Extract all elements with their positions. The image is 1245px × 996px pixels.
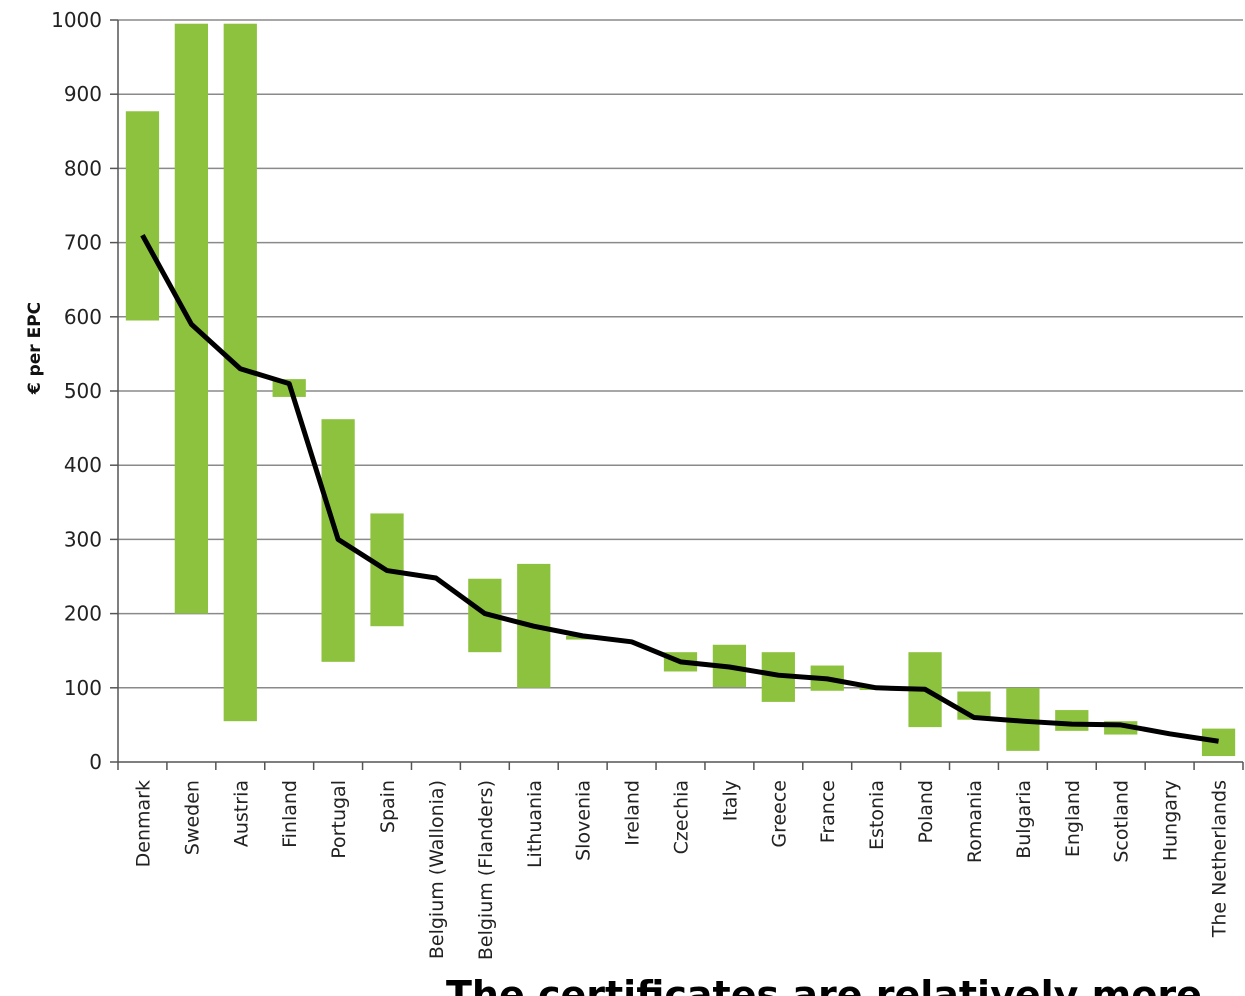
x-category-label: Denmark: [132, 780, 154, 867]
y-tick-label: 100: [64, 676, 102, 700]
y-tick-label: 300: [64, 527, 102, 551]
x-category-label: Austria: [230, 780, 252, 847]
x-category-label: Bulgaria: [1013, 780, 1035, 859]
x-category-label: England: [1062, 780, 1084, 857]
range-bar: [174, 23, 208, 614]
y-axis-ticks: 0 100 200 300 400 500 600 700 800 900 1000: [51, 8, 118, 774]
y-tick-label: 400: [64, 453, 102, 477]
x-category-label: Poland: [915, 780, 937, 843]
x-category-label: Lithuania: [524, 780, 546, 868]
x-category-label: The Netherlands: [1209, 780, 1231, 938]
y-tick-label: 600: [64, 305, 102, 329]
x-axis-category-labels: Denmark Sweden Austria Finland Portugal Spain…: [132, 780, 1230, 960]
x-category-label: Hungary: [1160, 780, 1182, 861]
range-bar: [1055, 710, 1089, 731]
x-category-label: Portugal: [328, 780, 350, 859]
range-bar: [1201, 728, 1236, 757]
y-tick-label: 200: [64, 602, 102, 626]
x-category-label: Slovenia: [573, 780, 595, 861]
y-tick-label: 800: [64, 156, 102, 180]
x-category-label: Estonia: [866, 780, 888, 850]
x-category-label: Belgium (Wallonia): [426, 780, 448, 959]
y-tick-label: 700: [64, 231, 102, 255]
x-category-label: Spain: [377, 780, 399, 833]
y-tick-label: 900: [64, 82, 102, 106]
x-category-label: Italy: [719, 780, 741, 821]
axes: [117, 20, 1244, 770]
y-tick-label: 0: [89, 750, 102, 774]
x-category-label: Greece: [768, 780, 790, 848]
y-tick-label: 500: [64, 379, 102, 403]
range-bar: [125, 111, 160, 321]
x-category-label: Scotland: [1111, 780, 1133, 863]
x-category-label: Czechia: [671, 780, 693, 854]
x-category-label: Ireland: [622, 780, 644, 846]
caption: The certificates are relatively more: [446, 973, 1202, 996]
x-category-label: France: [817, 780, 839, 843]
y-axis-label: € per EPC: [25, 302, 45, 395]
gridlines: [118, 19, 1243, 689]
x-category-label: Belgium (Flanders): [475, 780, 497, 960]
x-category-label: Sweden: [181, 780, 203, 855]
trend-line: [140, 233, 1219, 744]
x-category-label: Romania: [964, 780, 986, 863]
x-category-label: Finland: [279, 780, 301, 848]
y-tick-label: 1000: [51, 8, 102, 32]
